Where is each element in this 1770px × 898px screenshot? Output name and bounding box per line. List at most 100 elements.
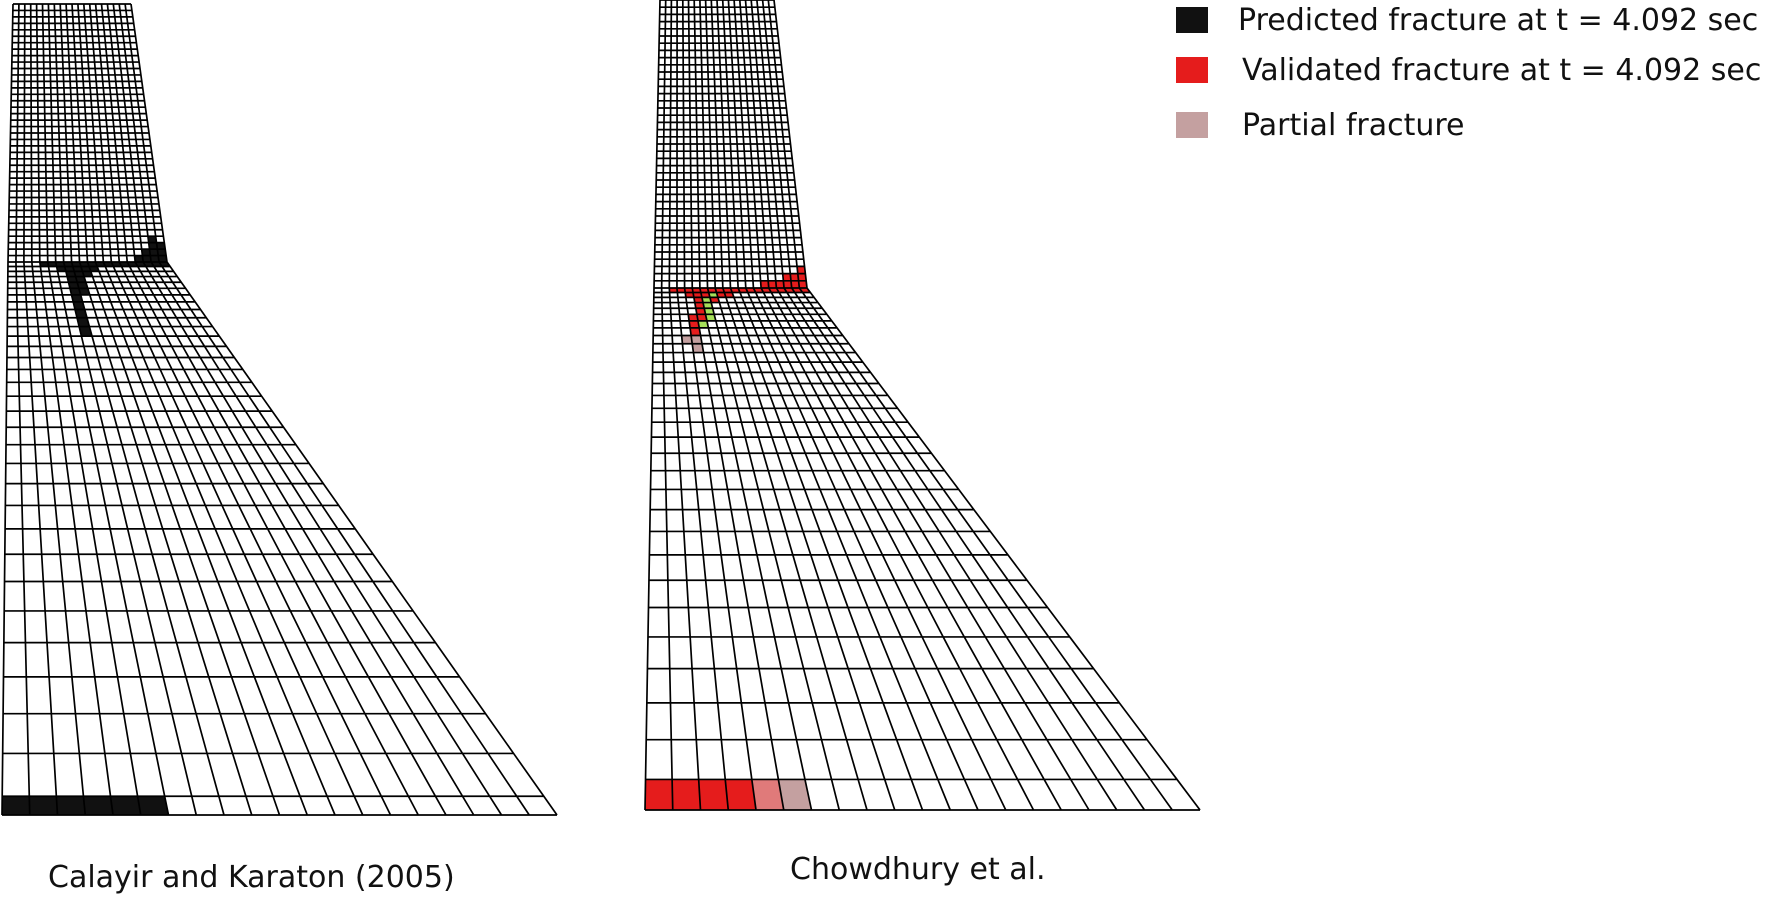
fracture-cell bbox=[669, 288, 678, 293]
fracture-cell bbox=[715, 288, 725, 293]
fracture-cell bbox=[137, 796, 169, 815]
fracture-cell bbox=[672, 779, 701, 810]
fracture-cell bbox=[156, 242, 166, 250]
fracture-cell bbox=[39, 262, 49, 267]
fracture-cell bbox=[708, 292, 718, 298]
fracture-cell bbox=[71, 262, 81, 267]
fracture-cell bbox=[150, 255, 160, 262]
mesh-grid bbox=[644, 0, 1201, 811]
fracture-cell bbox=[82, 271, 93, 277]
fracture-cell bbox=[74, 271, 85, 277]
fracture-cell bbox=[72, 266, 83, 272]
fracture-cell bbox=[730, 288, 740, 293]
fracture-cell bbox=[63, 262, 73, 267]
fracture-cell bbox=[705, 314, 716, 321]
fracture-cell bbox=[147, 236, 157, 243]
left-dam-mesh bbox=[1, 3, 558, 816]
fracture-cell bbox=[134, 255, 144, 262]
fracture-cell bbox=[760, 280, 769, 288]
fracture-cell bbox=[77, 317, 90, 327]
fracture-cell bbox=[701, 297, 712, 303]
fracture-cell bbox=[725, 779, 756, 810]
legend: Predicted fracture at t = 4.092 sec Vali… bbox=[1176, 0, 1770, 150]
fracture-cell bbox=[688, 314, 699, 321]
fracture-cell bbox=[79, 326, 93, 337]
fracture-cell bbox=[78, 288, 90, 295]
fracture-cell bbox=[775, 280, 785, 288]
fracture-cell bbox=[698, 779, 729, 810]
fracture-cell bbox=[709, 297, 720, 303]
fracture-cell bbox=[110, 796, 141, 815]
fracture-cell bbox=[778, 779, 812, 810]
fracture-cell bbox=[157, 249, 167, 256]
fracture-cell bbox=[148, 242, 158, 250]
fracture-cell bbox=[64, 266, 75, 272]
fracture-cell bbox=[700, 292, 710, 298]
fracture-cell bbox=[768, 280, 777, 288]
legend-label-validated: Validated fracture at t = 4.092 sec bbox=[1242, 52, 1762, 88]
fracture-cell bbox=[2, 796, 30, 815]
fracture-cell bbox=[696, 314, 707, 321]
fracture-cell bbox=[645, 779, 673, 810]
fracture-cell bbox=[158, 255, 167, 262]
fracture-cell bbox=[751, 779, 784, 810]
fracture-cell bbox=[75, 276, 86, 283]
fracture-cell bbox=[797, 273, 807, 281]
fracture-cell bbox=[67, 276, 78, 283]
fracture-cell bbox=[69, 288, 81, 295]
fracture-cell bbox=[716, 292, 726, 298]
fracture-cell bbox=[692, 343, 704, 353]
fracture-cell bbox=[689, 320, 700, 328]
fracture-cell bbox=[690, 327, 701, 336]
fracture-cell bbox=[798, 280, 807, 288]
fracture-cell bbox=[95, 262, 106, 267]
legend-label-predicted: Predicted fracture at t = 4.092 sec bbox=[1238, 2, 1759, 38]
pink-square-swatch bbox=[1176, 112, 1208, 138]
fracture-cell bbox=[29, 796, 58, 815]
fracture-cell bbox=[684, 288, 694, 293]
fracture-cell bbox=[47, 262, 57, 267]
fracture-cell bbox=[704, 308, 715, 315]
caption-left: Calayir and Karaton (2005) bbox=[48, 860, 455, 895]
fracture-cell bbox=[55, 262, 65, 267]
fracture-cell bbox=[783, 280, 792, 288]
red-square-swatch bbox=[1176, 57, 1208, 83]
fracture-cell bbox=[56, 266, 66, 272]
fracture-cell bbox=[724, 292, 734, 298]
fracture-cell bbox=[699, 288, 709, 293]
legend-item-predicted: Predicted fracture at t = 4.092 sec bbox=[1176, 0, 1758, 40]
fracture-cell bbox=[73, 301, 85, 310]
fracture-cell bbox=[149, 249, 159, 256]
fracture-cell bbox=[89, 266, 100, 272]
fracture-cell bbox=[797, 266, 806, 274]
fracture-cell bbox=[693, 297, 704, 303]
mesh-grid bbox=[1, 3, 558, 816]
fracture-cell bbox=[695, 308, 706, 315]
fracture-cell bbox=[77, 282, 88, 289]
fracture-cell bbox=[68, 282, 79, 289]
caption-right: Chowdhury et al. bbox=[790, 852, 1046, 887]
fracture-cell bbox=[87, 262, 98, 267]
fracture-cell bbox=[691, 335, 703, 344]
fracture-cell bbox=[703, 302, 713, 309]
fracture-cell bbox=[693, 292, 702, 298]
fracture-cell bbox=[103, 262, 114, 267]
fracture-cell bbox=[56, 796, 86, 815]
fracture-cell bbox=[782, 273, 791, 281]
fracture-cell bbox=[71, 294, 83, 302]
fracture-cell bbox=[790, 273, 799, 281]
right-dam-mesh bbox=[644, 0, 1201, 811]
fracture-cell bbox=[676, 288, 686, 293]
legend-item-partial: Partial fracture bbox=[1176, 105, 1465, 145]
fracture-cell bbox=[681, 335, 693, 344]
black-square-swatch bbox=[1176, 7, 1208, 33]
fracture-cell bbox=[790, 280, 800, 288]
fracture-cell bbox=[694, 302, 705, 309]
fracture-cell bbox=[83, 796, 113, 815]
legend-item-validated: Validated fracture at t = 4.092 sec bbox=[1176, 50, 1761, 90]
fracture-cell bbox=[692, 288, 701, 293]
fracture-cell bbox=[698, 320, 709, 328]
fracture-cell bbox=[142, 255, 152, 262]
fracture-cell bbox=[685, 292, 694, 298]
